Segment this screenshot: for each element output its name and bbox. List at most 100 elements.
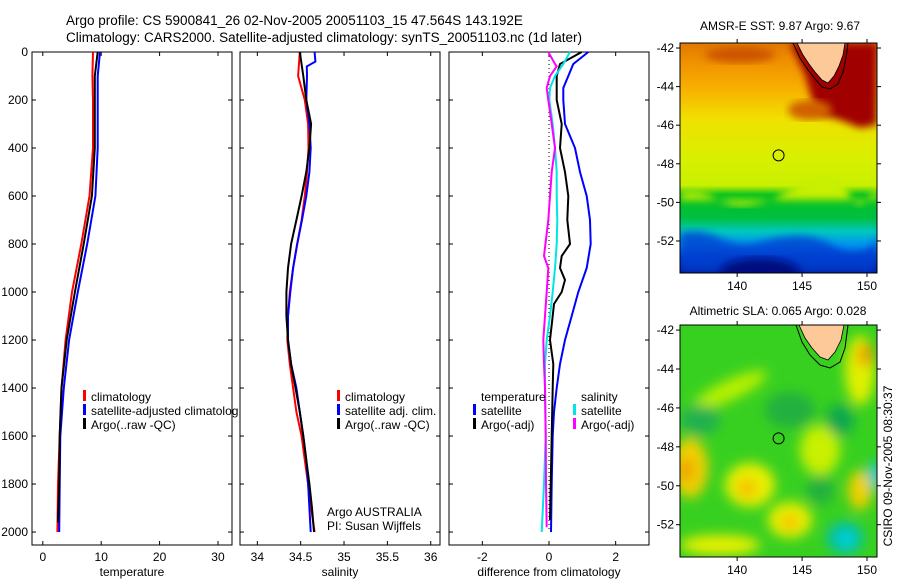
- sst-map-frame: [679, 42, 878, 274]
- tasmania-land: [796, 43, 846, 84]
- x-tick-label: 0: [546, 550, 553, 564]
- y-tick-label: 800: [8, 237, 28, 251]
- argo-float-marker: [772, 432, 785, 445]
- y-tick-label: 400: [8, 141, 28, 155]
- x-tick-label: 35: [337, 550, 351, 564]
- sst-front: [680, 177, 877, 206]
- credit-line1: Argo AUSTRALIA: [327, 505, 422, 519]
- map-y-tick-label: -44: [657, 80, 675, 94]
- legend-swatch-climatology: [83, 390, 86, 401]
- legend-label: climatology: [91, 390, 151, 404]
- legend-group-salinity: salinity: [581, 390, 618, 404]
- difference-panel: [448, 51, 650, 546]
- y-tick-label: 1400: [1, 381, 28, 395]
- y-tick-label: 0: [21, 45, 28, 59]
- map-y-tick-label: -52: [657, 518, 675, 532]
- temperature-legend: climatology satellite-adjusted climatolo…: [83, 390, 244, 432]
- map-y-tick-label: -44: [657, 362, 675, 376]
- map-y-tick-label: -42: [657, 41, 675, 55]
- legend-label: Argo(-adj): [581, 418, 634, 432]
- x-axis-label: salinity: [322, 565, 359, 579]
- series-line-argo-adj: [548, 51, 583, 521]
- credit-line2: PI: Susan Wijffels: [327, 519, 421, 533]
- legend-swatch-satellite: [337, 404, 340, 415]
- map-y-tick-label: -46: [657, 118, 675, 132]
- sla-map: [680, 325, 877, 557]
- sla-map-title: Altimetric SLA: 0.065 Argo: 0.028: [690, 304, 867, 318]
- difference-legend: temperature satellite Argo(-adj) salinit…: [473, 390, 634, 432]
- map-x-tick-label: 140: [727, 563, 747, 577]
- y-tick-label: 600: [8, 189, 28, 203]
- legend-swatch-sal-argo: [573, 418, 576, 429]
- map-x-tick-label: 145: [792, 279, 812, 293]
- profile-lines: [56, 51, 592, 533]
- legend-label: Argo(-adj): [481, 418, 534, 432]
- x-axis-label: difference from climatology: [477, 565, 620, 579]
- x-tick-label: 36: [424, 550, 438, 564]
- sst-cold-core: [720, 258, 800, 273]
- x-tick-label: 34.5: [289, 550, 313, 564]
- legend-swatch-argo: [83, 418, 86, 429]
- sla-contour: [795, 325, 849, 369]
- x-tick-label: 20: [153, 550, 167, 564]
- x-tick-label: -2: [477, 550, 488, 564]
- legend-swatch-temp-argo: [473, 418, 476, 429]
- map-y-tick-label: -46: [657, 401, 675, 415]
- legend-swatch-temp-satellite: [473, 404, 476, 415]
- x-tick-label: 35.5: [376, 550, 400, 564]
- timestamp: CSIRO 09-Nov-2005 08:30:37: [881, 385, 895, 546]
- salinity-legend: climatology satellite adj. clim. Argo(..…: [327, 390, 436, 533]
- y-tick-label: 1800: [1, 477, 28, 491]
- map-x-tick-label: 140: [727, 279, 747, 293]
- y-tick-label: 1600: [1, 429, 28, 443]
- legend-swatch-satellite: [83, 404, 86, 415]
- map-y-tick-label: -50: [657, 195, 675, 209]
- map-y-tick-label: -52: [657, 234, 675, 248]
- sst-cold-water: [680, 231, 877, 273]
- legend-label: satellite: [481, 404, 522, 418]
- legend-swatch-climatology: [337, 390, 340, 401]
- map-y-tick-label: -48: [657, 440, 675, 454]
- x-tick-label: 0: [39, 550, 46, 564]
- map-x-tick-label: 150: [857, 279, 877, 293]
- x-axis-label: temperature: [100, 565, 165, 579]
- series-line-argo-raw-qc: [285, 51, 315, 533]
- sla-map-frame: [679, 324, 878, 558]
- figure-title-line2: Climatology: CARS2000. Satellite-adjuste…: [66, 30, 582, 45]
- legend-label: satellite: [581, 404, 622, 418]
- tasmania-land: [798, 325, 845, 361]
- legend-group-temperature: temperature: [481, 390, 546, 404]
- legend-label: satellite-adjusted climatology: [91, 404, 244, 418]
- map-y-tick-label: -50: [657, 479, 675, 493]
- map-y-tick-label: -42: [657, 323, 675, 337]
- sst-contour: [792, 43, 849, 90]
- legend-swatch-argo: [337, 418, 340, 429]
- figure-title-line1: Argo profile: CS 5900841_26 02-Nov-2005 …: [66, 13, 523, 28]
- y-tick-label: 1000: [1, 285, 28, 299]
- salinity-panel: [239, 51, 441, 546]
- map-y-tick-label: -48: [657, 157, 675, 171]
- legend-label: satellite adj. clim.: [345, 404, 436, 418]
- x-tick-label: 2: [612, 550, 619, 564]
- x-tick-label: 10: [95, 550, 109, 564]
- legend-swatch-sal-satellite: [573, 404, 576, 415]
- series-line-argo-adj: [542, 51, 558, 528]
- y-tick-label: 2000: [1, 525, 28, 539]
- y-tick-label: 200: [8, 93, 28, 107]
- y-tick-label: 1200: [1, 333, 28, 347]
- sst-warm-patch: [788, 100, 832, 120]
- legend-label: Argo(..raw -QC): [91, 418, 176, 432]
- argo-float-marker: [772, 149, 785, 162]
- sst-map: [680, 43, 877, 273]
- sst-warm-patch: [705, 47, 775, 63]
- legend-label: Argo(..raw -QC): [345, 418, 430, 432]
- series-line-argo-raw-qc: [57, 51, 99, 523]
- x-tick-label: 34: [251, 550, 265, 564]
- legend-label: climatology: [345, 390, 405, 404]
- sst-map-title: AMSR-E SST: 9.87 Argo: 9.67: [700, 19, 860, 33]
- map-x-tick-label: 145: [792, 563, 812, 577]
- map-x-tick-label: 150: [857, 563, 877, 577]
- temperature-panel: [31, 51, 233, 546]
